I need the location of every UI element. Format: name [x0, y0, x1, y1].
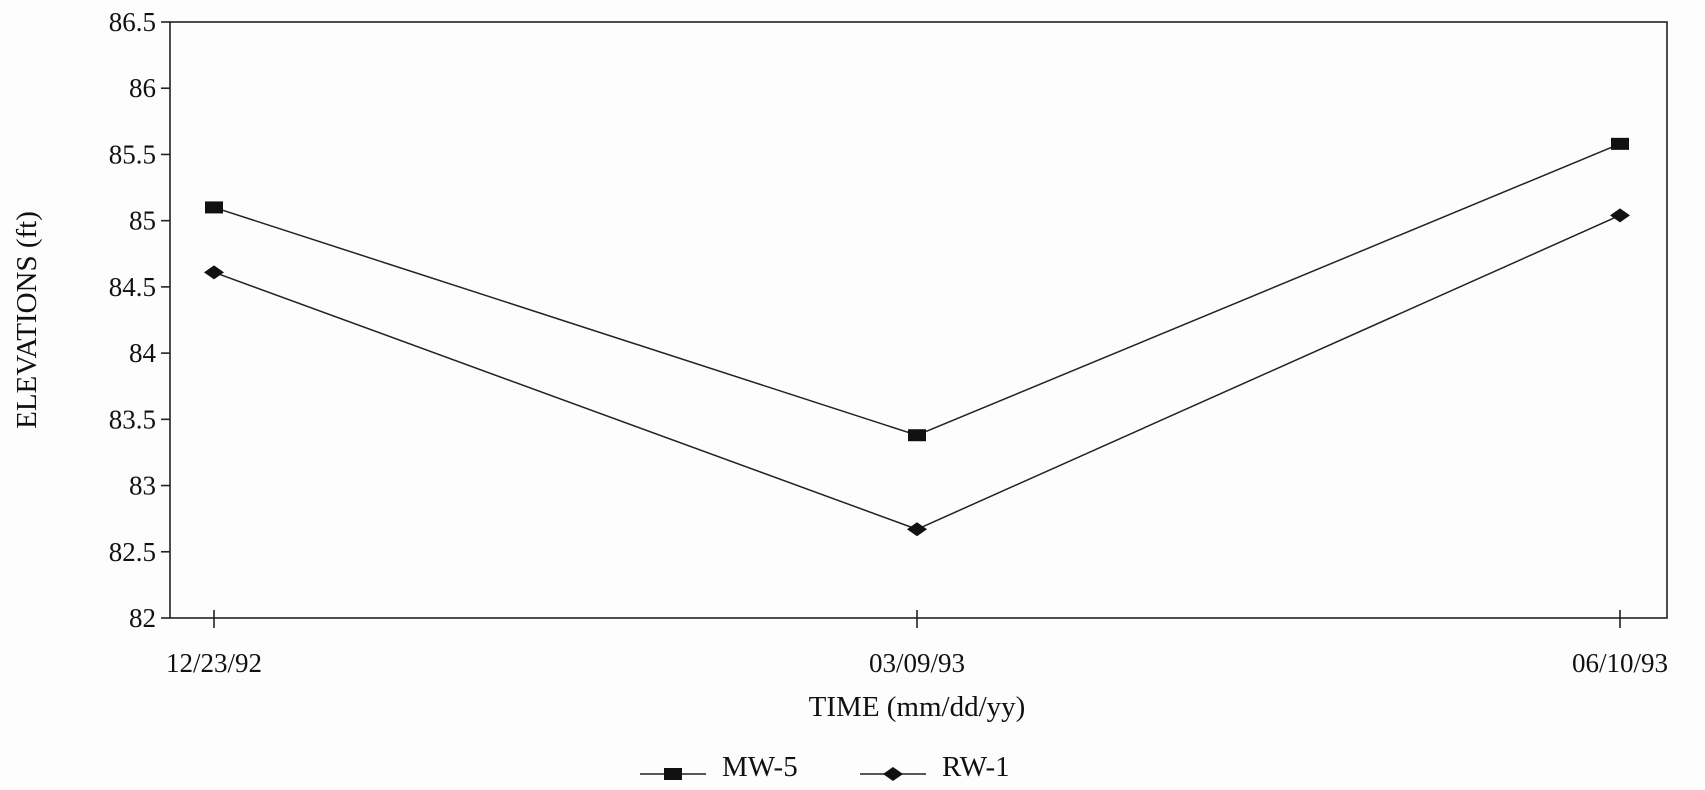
x-tick-label: 06/10/93 — [1572, 648, 1668, 678]
x-tick-label: 03/09/93 — [869, 648, 965, 678]
series-line-rw-1 — [213, 214, 1621, 531]
legend-label-mw-5: MW-5 — [722, 751, 798, 783]
x-tick-label: 12/23/92 — [166, 648, 262, 678]
y-tick-label: 85.5 — [109, 139, 156, 169]
y-tick-label: 85 — [129, 206, 156, 236]
y-axis-title: ELEVATIONS (ft) — [11, 211, 43, 429]
y-tick-label: 84 — [129, 338, 157, 368]
legend-label-rw-1: RW-1 — [942, 751, 1010, 783]
point-marker-square — [205, 201, 223, 214]
point-marker-diamond — [204, 265, 224, 280]
point-marker-diamond — [1610, 208, 1630, 223]
y-tick-label: 86 — [129, 73, 156, 103]
plot-frame — [169, 21, 1668, 619]
y-tick-label: 83 — [129, 471, 156, 501]
x-axis-title: TIME (mm/dd/yy) — [809, 691, 1026, 723]
legend-marker-diamond — [883, 767, 903, 781]
y-tick-label: 82.5 — [109, 537, 156, 567]
point-marker-square — [908, 429, 926, 442]
y-tick-label: 82 — [129, 603, 156, 633]
point-marker-diamond — [907, 522, 927, 537]
series-line-mw-5 — [213, 143, 1621, 437]
y-tick-label: 86.5 — [109, 7, 156, 37]
y-tick-label: 83.5 — [109, 404, 156, 434]
legend-marker-square — [664, 768, 682, 780]
y-tick-label: 84.5 — [109, 272, 156, 302]
point-marker-square — [1611, 137, 1629, 150]
